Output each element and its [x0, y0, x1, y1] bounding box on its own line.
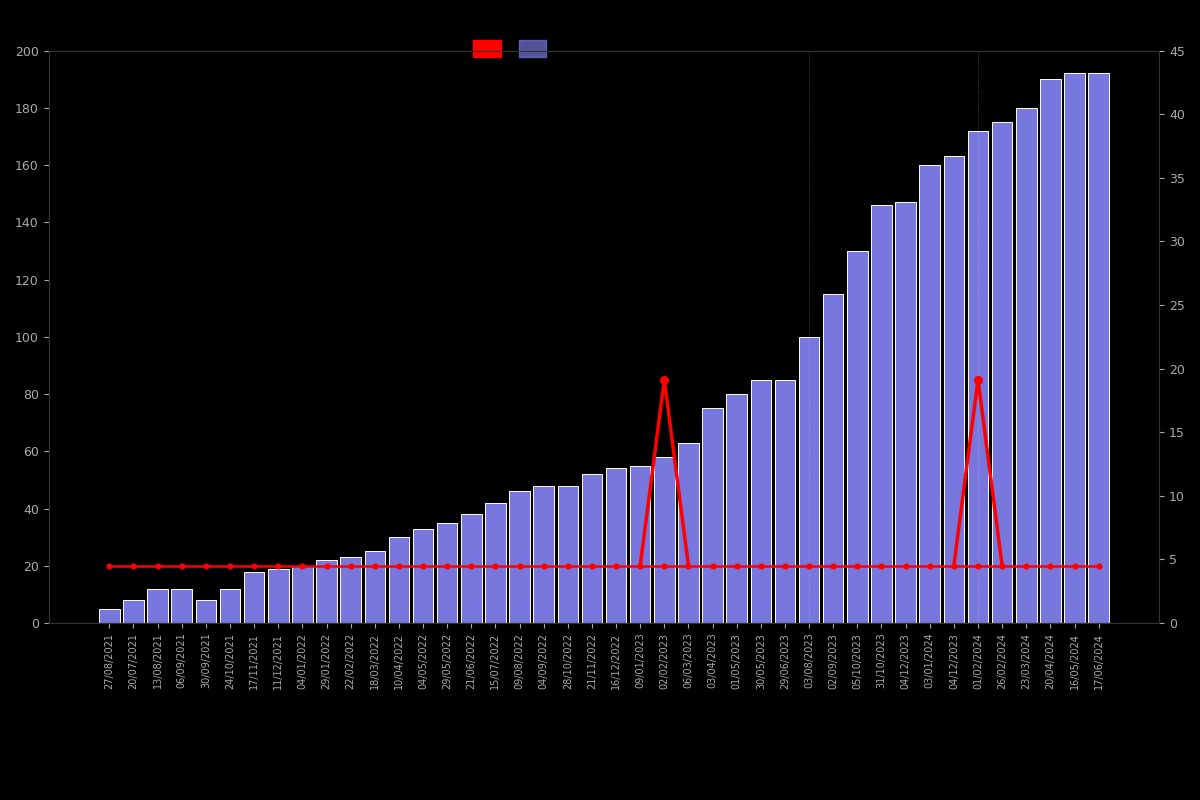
Point	[823, 559, 842, 572]
Bar	[292, 566, 313, 623]
Bar	[750, 380, 772, 623]
Bar	[437, 523, 457, 623]
Bar	[461, 514, 481, 623]
Point	[992, 559, 1012, 572]
Bar	[823, 294, 844, 623]
Bar	[630, 466, 650, 623]
Bar	[413, 529, 433, 623]
Bar	[196, 600, 216, 623]
Bar	[775, 380, 796, 623]
Point	[896, 559, 916, 572]
Point	[172, 559, 191, 572]
Point	[703, 559, 722, 572]
Bar	[509, 491, 530, 623]
Point	[606, 559, 625, 572]
Bar	[365, 551, 385, 623]
Bar	[606, 469, 626, 623]
Bar	[871, 205, 892, 623]
Bar	[678, 442, 698, 623]
Point	[293, 559, 312, 572]
Point	[1090, 559, 1109, 572]
Bar	[485, 503, 505, 623]
Bar	[582, 474, 602, 623]
Bar	[148, 589, 168, 623]
Bar	[967, 130, 989, 623]
Point	[558, 559, 577, 572]
Point	[462, 559, 481, 572]
Point	[486, 559, 505, 572]
Bar	[389, 537, 409, 623]
Point	[317, 559, 336, 572]
Bar	[220, 589, 240, 623]
Legend: , : ,	[473, 40, 558, 58]
Point	[389, 559, 408, 572]
Point	[197, 559, 216, 572]
Point	[920, 559, 940, 572]
Bar	[558, 486, 578, 623]
Bar	[268, 569, 288, 623]
Point	[872, 559, 892, 572]
Point	[221, 559, 240, 572]
Bar	[847, 251, 868, 623]
Bar	[1064, 74, 1085, 623]
Bar	[1040, 79, 1061, 623]
Bar	[943, 157, 964, 623]
Bar	[124, 600, 144, 623]
Bar	[244, 571, 264, 623]
Bar	[654, 457, 674, 623]
Point	[630, 559, 649, 572]
Point	[245, 559, 264, 572]
Bar	[1088, 74, 1109, 623]
Bar	[919, 165, 940, 623]
Point	[341, 559, 360, 572]
Point	[414, 559, 433, 572]
Point	[968, 559, 988, 572]
Point	[124, 559, 143, 572]
Bar	[799, 337, 820, 623]
Bar	[726, 394, 746, 623]
Point	[582, 559, 601, 572]
Point	[365, 559, 384, 572]
Point	[944, 559, 964, 572]
Point	[968, 374, 988, 386]
Point	[655, 559, 674, 572]
Bar	[702, 408, 722, 623]
Bar	[534, 486, 554, 623]
Point	[655, 374, 674, 386]
Bar	[1016, 108, 1037, 623]
Bar	[895, 202, 916, 623]
Point	[751, 559, 770, 572]
Point	[847, 559, 866, 572]
Point	[775, 559, 794, 572]
Point	[148, 559, 167, 572]
Point	[438, 559, 457, 572]
Bar	[341, 557, 361, 623]
Point	[510, 559, 529, 572]
Point	[1064, 559, 1084, 572]
Point	[679, 559, 698, 572]
Bar	[172, 589, 192, 623]
Bar	[317, 560, 337, 623]
Point	[269, 559, 288, 572]
Point	[534, 559, 553, 572]
Bar	[992, 122, 1013, 623]
Point	[1040, 559, 1060, 572]
Bar	[100, 609, 120, 623]
Point	[727, 559, 746, 572]
Point	[1016, 559, 1036, 572]
Point	[100, 559, 119, 572]
Point	[799, 559, 818, 572]
